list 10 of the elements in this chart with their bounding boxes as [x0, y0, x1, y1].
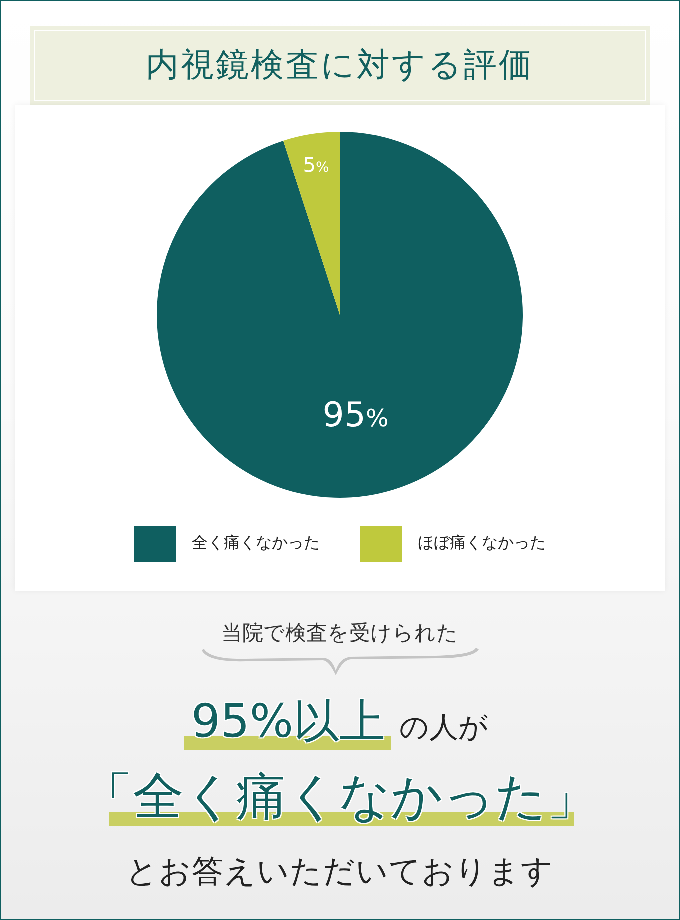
legend-label: 全く痛くなかった: [192, 533, 320, 554]
chart-title: 内視鏡検査に対する評価: [146, 44, 534, 86]
text: の人が: [400, 709, 489, 746]
data-label: 5%: [303, 153, 330, 178]
text: 当院で検査を受けられた: [220, 620, 460, 647]
legend-label: ほぼ痛くなかった: [418, 533, 546, 554]
text: 「全く痛くなかった」: [82, 768, 598, 827]
text: とお答えいただいております: [125, 853, 555, 892]
text: 95%以上: [191, 694, 386, 748]
data-label: 95%: [322, 396, 389, 436]
